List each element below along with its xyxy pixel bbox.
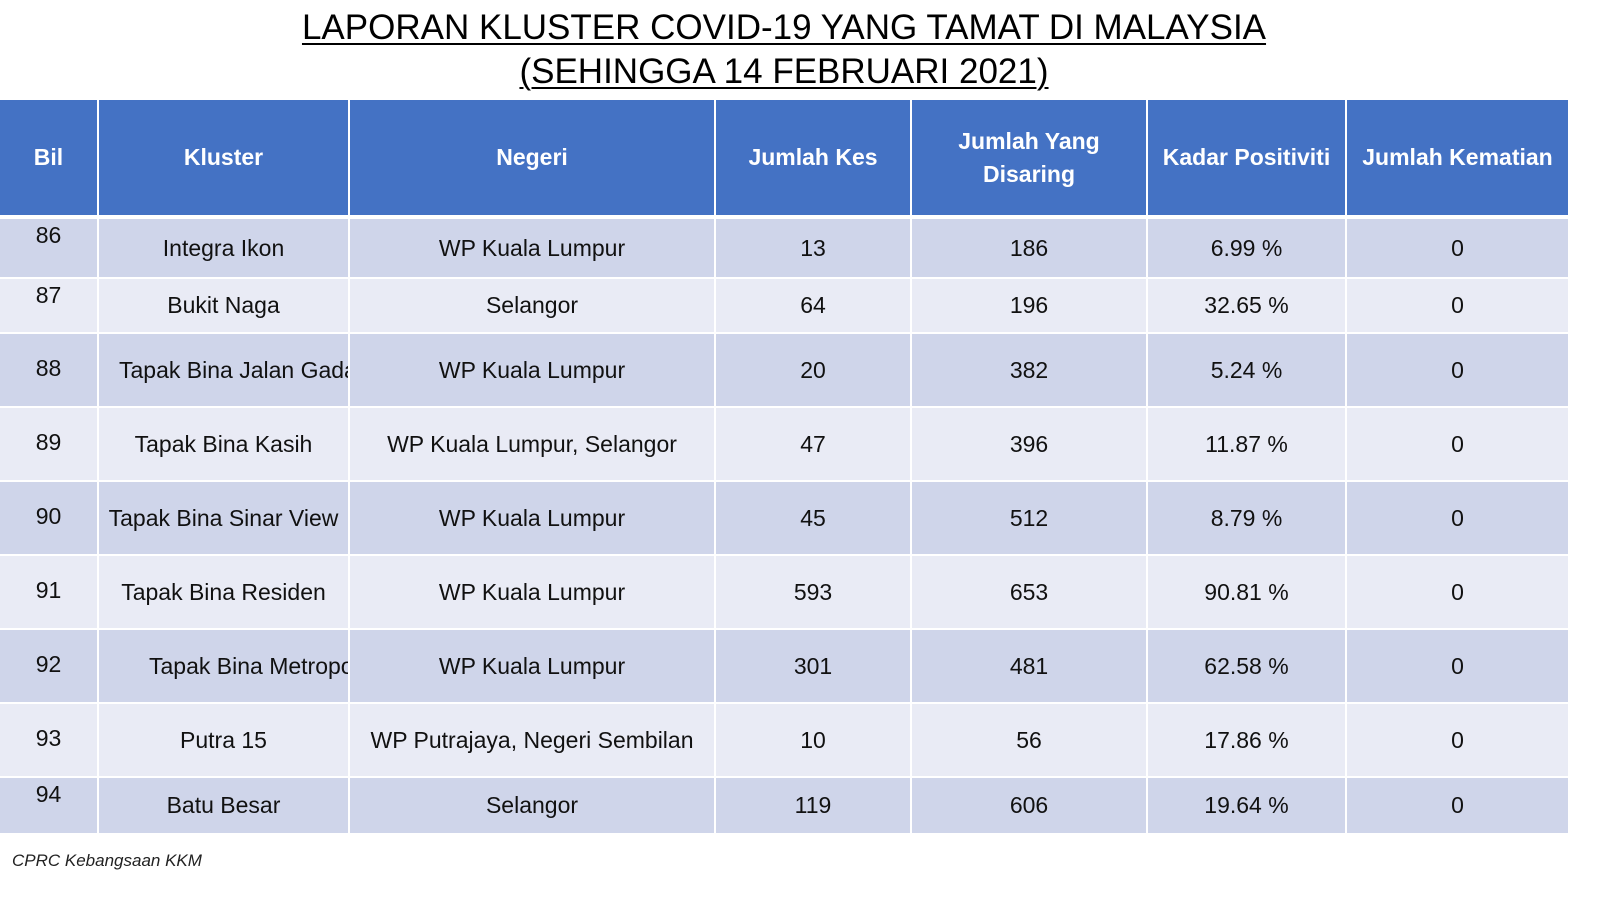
cell-kluster: Integra Ikon [99, 219, 350, 279]
cell-jumlah-disaring: 186 [912, 219, 1148, 279]
cell-jumlah-kematian: 0 [1347, 556, 1568, 630]
table-header-row: Bil Kluster Negeri Jumlah Kes Jumlah Yan… [0, 100, 1568, 219]
cell-jumlah-kematian: 0 [1347, 279, 1568, 334]
cell-jumlah-kes: 45 [716, 482, 912, 556]
table-row: 94 Batu Besar Selangor 119 606 19.64 % 0 [0, 778, 1568, 835]
cell-jumlah-disaring: 196 [912, 279, 1148, 334]
cell-kadar-positiviti: 5.24 % [1148, 334, 1347, 408]
cell-jumlah-disaring: 653 [912, 556, 1148, 630]
cell-bil: 89 [0, 408, 99, 482]
report-title: LAPORAN KLUSTER COVID-19 YANG TAMAT DI M… [0, 6, 1568, 94]
cell-jumlah-kes: 301 [716, 630, 912, 704]
cell-kadar-positiviti: 90.81 % [1148, 556, 1347, 630]
cell-kadar-positiviti: 11.87 % [1148, 408, 1347, 482]
cell-jumlah-disaring: 396 [912, 408, 1148, 482]
cell-jumlah-kes: 20 [716, 334, 912, 408]
title-line-2: (SEHINGGA 14 FEBRUARI 2021) [519, 52, 1049, 91]
header-jumlah-kes: Jumlah Kes [716, 100, 912, 219]
cell-kluster: Tapak Bina Metropolis [99, 630, 350, 704]
cell-jumlah-kes: 593 [716, 556, 912, 630]
cell-bil: 94 [0, 778, 99, 835]
header-bil: Bil [0, 100, 99, 219]
cell-bil: 90 [0, 482, 99, 556]
header-jumlah-disaring: Jumlah Yang Disaring [912, 100, 1148, 219]
cell-kadar-positiviti: 19.64 % [1148, 778, 1347, 835]
cell-jumlah-kematian: 0 [1347, 219, 1568, 279]
cell-bil: 93 [0, 704, 99, 778]
cell-jumlah-kematian: 0 [1347, 482, 1568, 556]
table-row: 88 Tapak Bina Jalan Gadang WP Kuala Lump… [0, 334, 1568, 408]
cell-negeri: WP Kuala Lumpur [350, 334, 716, 408]
header-kadar-positiviti: Kadar Positiviti [1148, 100, 1347, 219]
table-row: 89 Tapak Bina Kasih WP Kuala Lumpur, Sel… [0, 408, 1568, 482]
source-note: CPRC Kebangsaan KKM [12, 851, 202, 870]
cell-jumlah-disaring: 481 [912, 630, 1148, 704]
cell-negeri: WP Putrajaya, Negeri Sembilan [350, 704, 716, 778]
cell-kadar-positiviti: 62.58 % [1148, 630, 1347, 704]
header-negeri: Negeri [350, 100, 716, 219]
cell-jumlah-kematian: 0 [1347, 704, 1568, 778]
cell-kluster: Tapak Bina Kasih [99, 408, 350, 482]
cell-negeri: WP Kuala Lumpur [350, 556, 716, 630]
cell-jumlah-kematian: 0 [1347, 408, 1568, 482]
cell-jumlah-kes: 13 [716, 219, 912, 279]
cell-jumlah-disaring: 56 [912, 704, 1148, 778]
header-kluster: Kluster [99, 100, 350, 219]
cell-kluster: Batu Besar [99, 778, 350, 835]
cell-kluster: Tapak Bina Jalan Gadang [99, 334, 350, 408]
cell-jumlah-kematian: 0 [1347, 778, 1568, 835]
table-row: 86 Integra Ikon WP Kuala Lumpur 13 186 6… [0, 219, 1568, 279]
cell-kadar-positiviti: 6.99 % [1148, 219, 1347, 279]
header-jumlah-kematian: Jumlah Kematian [1347, 100, 1568, 219]
cell-negeri: WP Kuala Lumpur, Selangor [350, 408, 716, 482]
cell-jumlah-kematian: 0 [1347, 630, 1568, 704]
cell-kadar-positiviti: 32.65 % [1148, 279, 1347, 334]
cell-negeri: WP Kuala Lumpur [350, 630, 716, 704]
title-line-1: LAPORAN KLUSTER COVID-19 YANG TAMAT DI M… [301, 8, 1267, 47]
cell-kadar-positiviti: 8.79 % [1148, 482, 1347, 556]
table-row: 90 Tapak Bina Sinar View WP Kuala Lumpur… [0, 482, 1568, 556]
cell-kluster: Tapak Bina Residen [99, 556, 350, 630]
cluster-table: Bil Kluster Negeri Jumlah Kes Jumlah Yan… [0, 100, 1568, 835]
cell-bil: 88 [0, 334, 99, 408]
cell-kluster: Bukit Naga [99, 279, 350, 334]
cell-negeri: Selangor [350, 778, 716, 835]
cell-jumlah-kes: 47 [716, 408, 912, 482]
cell-bil: 86 [0, 219, 99, 279]
cell-jumlah-disaring: 512 [912, 482, 1148, 556]
cell-jumlah-disaring: 606 [912, 778, 1148, 835]
cell-jumlah-kes: 10 [716, 704, 912, 778]
cell-jumlah-kematian: 0 [1347, 334, 1568, 408]
cell-jumlah-kes: 64 [716, 279, 912, 334]
cell-bil: 91 [0, 556, 99, 630]
table-row: 93 Putra 15 WP Putrajaya, Negeri Sembila… [0, 704, 1568, 778]
cell-jumlah-kes: 119 [716, 778, 912, 835]
cell-negeri: Selangor [350, 279, 716, 334]
table-row: 91 Tapak Bina Residen WP Kuala Lumpur 59… [0, 556, 1568, 630]
table-row: 92 Tapak Bina Metropolis WP Kuala Lumpur… [0, 630, 1568, 704]
cell-kluster: Tapak Bina Sinar View [99, 482, 350, 556]
cell-kluster: Putra 15 [99, 704, 350, 778]
cell-jumlah-disaring: 382 [912, 334, 1148, 408]
cell-bil: 87 [0, 279, 99, 334]
cell-negeri: WP Kuala Lumpur [350, 219, 716, 279]
cell-kadar-positiviti: 17.86 % [1148, 704, 1347, 778]
cell-bil: 92 [0, 630, 99, 704]
cell-negeri: WP Kuala Lumpur [350, 482, 716, 556]
table-row: 87 Bukit Naga Selangor 64 196 32.65 % 0 [0, 279, 1568, 334]
